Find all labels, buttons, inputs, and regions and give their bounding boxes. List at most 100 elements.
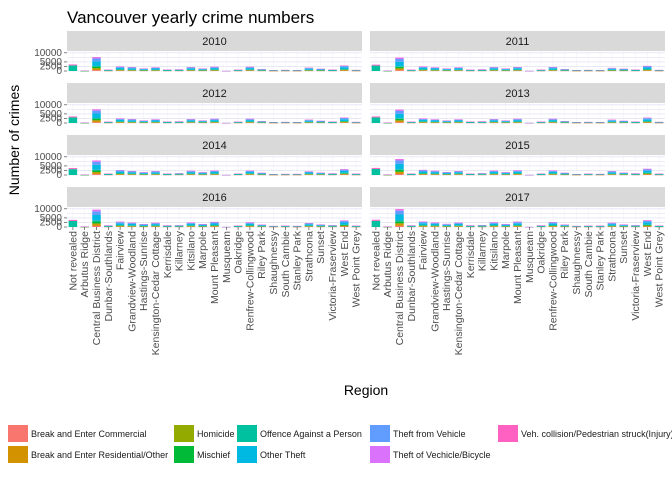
- bar-segment: [139, 121, 147, 122]
- bar-segment: [69, 221, 77, 227]
- bar-segment: [128, 120, 136, 121]
- bar-segment: [305, 121, 313, 122]
- bar-segment: [246, 224, 254, 226]
- bar-segment: [454, 120, 462, 121]
- bar-segment: [372, 220, 380, 221]
- bar-segment: [210, 68, 218, 69]
- bar-segment: [490, 68, 498, 69]
- bar-segment: [454, 172, 462, 173]
- bar-segment: [431, 68, 439, 69]
- bar-segment: [92, 224, 100, 226]
- bar-segment: [116, 223, 124, 225]
- bar-segment: [395, 118, 403, 119]
- x-tick-label: Renfrew-Collingwood: [547, 231, 559, 331]
- x-tick-label: Riley Park: [256, 230, 268, 279]
- bar-segment: [478, 174, 486, 175]
- bar-segment: [395, 62, 403, 66]
- bar-segment: [478, 70, 486, 71]
- bar-segment: [139, 224, 147, 225]
- y-tick-label: 10000: [34, 100, 62, 111]
- x-tick-label: Sunset: [618, 231, 630, 264]
- bar-segment: [116, 67, 124, 68]
- bar-segment: [92, 165, 100, 170]
- bar-segment: [419, 68, 427, 70]
- bar-segment: [431, 223, 439, 224]
- bar-segment: [549, 68, 557, 69]
- bar-segment: [501, 69, 509, 70]
- bar-segment: [643, 67, 651, 69]
- bar-segment: [619, 69, 627, 70]
- x-tick-label: Musqueam: [221, 231, 233, 283]
- bar-segment: [328, 174, 336, 175]
- bar-segment: [69, 64, 77, 65]
- bar-segment: [139, 69, 147, 70]
- bar-segment: [69, 220, 77, 221]
- bar-segment: [92, 211, 100, 215]
- bar-segment: [139, 225, 147, 226]
- bar-segment: [490, 120, 498, 121]
- bar-segment: [501, 121, 509, 122]
- legend-item: Break and Enter Residential/Other: [8, 446, 168, 463]
- bar-segment: [92, 222, 100, 224]
- legend-swatch: [370, 425, 390, 442]
- bar-segment: [643, 69, 651, 70]
- bar-segment: [431, 120, 439, 121]
- strip-label: 2015: [505, 140, 529, 152]
- legend-label: Theft of Vechicle/Bicycle: [393, 450, 491, 460]
- legend-swatch: [8, 446, 28, 463]
- bar-segment: [257, 70, 265, 71]
- bar-segment: [619, 225, 627, 226]
- bar-segment: [549, 225, 557, 226]
- bar-segment: [419, 119, 427, 120]
- bar-segment: [395, 119, 403, 120]
- bar-segment: [372, 169, 380, 175]
- bar-segment: [454, 68, 462, 69]
- bar-segment: [328, 226, 336, 227]
- bar-segment: [431, 172, 439, 173]
- x-tick-label: Not revealed: [67, 231, 79, 291]
- bar-segment: [187, 120, 195, 121]
- panel-2013: 2013: [370, 83, 665, 123]
- bar-segment: [92, 122, 100, 123]
- bar-segment: [395, 120, 403, 122]
- x-tick-label: Stanley Park: [292, 230, 304, 290]
- x-tick-label: Killarney: [174, 230, 186, 271]
- bar-segment: [395, 223, 403, 226]
- y-tick-label: 10000: [34, 152, 62, 163]
- bar-segment: [151, 68, 159, 69]
- x-tick-label: Kitsilano: [185, 231, 197, 271]
- bar-segment: [92, 114, 100, 119]
- bar-segment: [643, 169, 651, 170]
- bar-segment: [501, 173, 509, 174]
- bar-segment: [442, 121, 450, 122]
- bar-segment: [608, 69, 616, 70]
- bar-segment: [92, 170, 100, 172]
- x-tick-label: Marpole: [500, 231, 512, 269]
- chart-title: Vancouver yearly crime numbers: [67, 8, 314, 27]
- bar-segment: [501, 69, 509, 70]
- bar-segment: [316, 225, 324, 226]
- bar-segment: [92, 61, 100, 66]
- panels-layer: 2010025005000100002011201202500500010000…: [34, 31, 665, 233]
- x-tick-label: Riley Park: [559, 230, 571, 279]
- bar-segment: [619, 121, 627, 122]
- x-tick-label: Mount Pleasant: [512, 231, 524, 304]
- bar-segment: [92, 68, 100, 70]
- bar-segment: [501, 173, 509, 174]
- bar-segment: [69, 169, 77, 175]
- bar-segment: [372, 116, 380, 117]
- bar-segment: [643, 66, 651, 67]
- bar-segment: [246, 120, 254, 121]
- x-tick-label: Kitsilano: [488, 231, 500, 271]
- bar-segment: [395, 68, 403, 70]
- bar-segment: [549, 67, 557, 68]
- legend-swatch: [237, 446, 257, 463]
- bar-segment: [549, 224, 557, 226]
- bar-segment: [501, 224, 509, 225]
- x-tick-label: Victoria-Fraserview: [630, 231, 642, 321]
- bar-segment: [372, 65, 380, 66]
- bar-segment: [198, 173, 206, 174]
- bar-segment: [442, 173, 450, 174]
